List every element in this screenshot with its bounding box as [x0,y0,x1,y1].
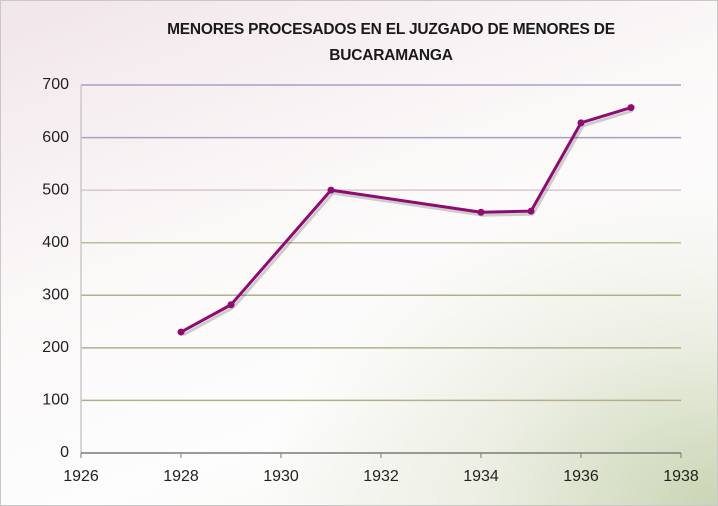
y-tick-label: 100 [42,392,69,409]
series-line [180,106,632,334]
x-tick-label: 1938 [663,468,699,485]
point [327,186,335,194]
y-tick-label: 200 [42,339,69,356]
x-tick-label: 1926 [63,468,99,485]
x-tick-label: 1930 [263,468,299,485]
chart-title: MENORES PROCESADOS EN EL JUZGADO DE MENO… [167,21,615,64]
point [177,328,185,336]
point [477,208,485,216]
x-tick-label: 1928 [163,468,199,485]
x-tick-label: 1932 [363,468,399,485]
y-tick-label: 300 [42,287,69,304]
point [227,301,235,309]
x-tick-label: 1934 [463,468,499,485]
y-tick-label: 600 [42,129,69,146]
point [527,207,535,215]
point [627,104,635,112]
y-tick-label: 700 [42,76,69,93]
y-tick-label: 0 [60,444,69,461]
y-tick-label: 400 [42,234,69,251]
line-shadow [182,109,634,337]
point [577,119,585,127]
x-tick-label: 1936 [563,468,599,485]
y-tick-label: 500 [42,181,69,198]
